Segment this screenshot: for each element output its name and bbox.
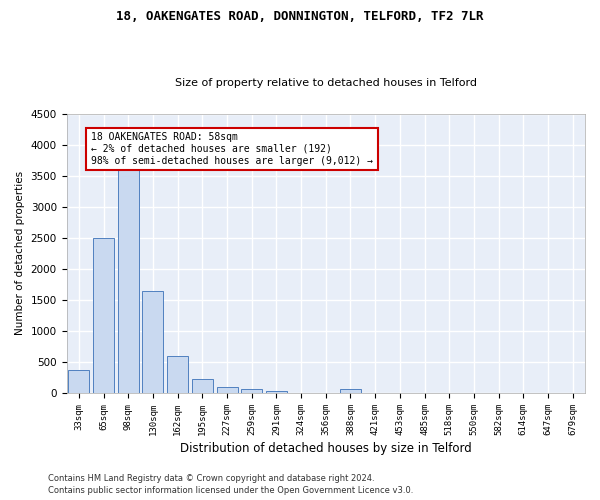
Bar bbox=[266, 391, 287, 393]
Bar bbox=[241, 390, 262, 393]
Bar bbox=[340, 390, 361, 393]
Bar bbox=[217, 386, 238, 393]
Bar bbox=[68, 370, 89, 393]
Bar bbox=[167, 356, 188, 393]
Bar bbox=[142, 292, 163, 393]
Text: 18, OAKENGATES ROAD, DONNINGTON, TELFORD, TF2 7LR: 18, OAKENGATES ROAD, DONNINGTON, TELFORD… bbox=[116, 10, 484, 23]
Text: 18 OAKENGATES ROAD: 58sqm
← 2% of detached houses are smaller (192)
98% of semi-: 18 OAKENGATES ROAD: 58sqm ← 2% of detach… bbox=[91, 132, 373, 166]
Bar bbox=[192, 379, 213, 393]
Text: Contains HM Land Registry data © Crown copyright and database right 2024.
Contai: Contains HM Land Registry data © Crown c… bbox=[48, 474, 413, 495]
X-axis label: Distribution of detached houses by size in Telford: Distribution of detached houses by size … bbox=[180, 442, 472, 455]
Title: Size of property relative to detached houses in Telford: Size of property relative to detached ho… bbox=[175, 78, 477, 88]
Bar bbox=[118, 160, 139, 393]
Y-axis label: Number of detached properties: Number of detached properties bbox=[15, 172, 25, 336]
Bar bbox=[93, 238, 114, 393]
